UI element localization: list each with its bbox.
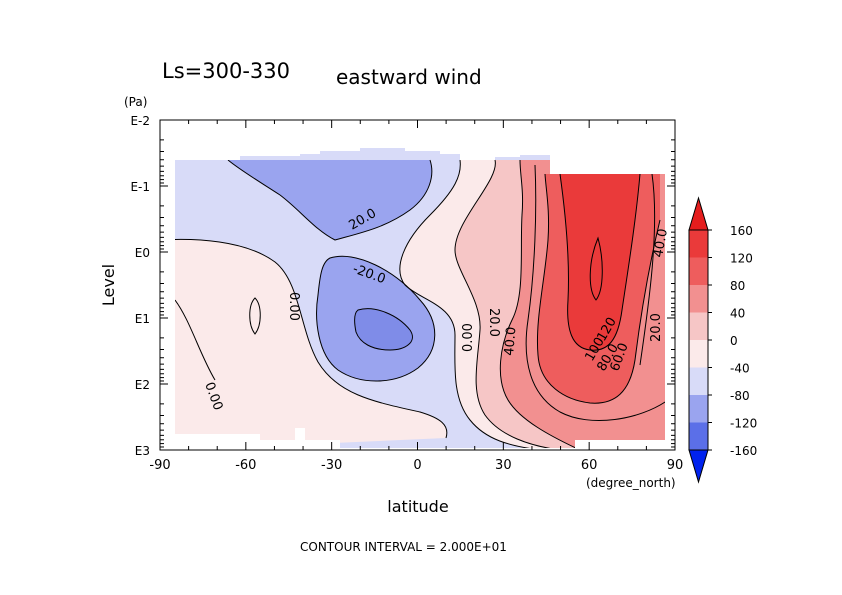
fill-positive-south — [175, 239, 447, 448]
y-tick-label: E0 — [135, 246, 150, 260]
contour-line — [316, 255, 436, 382]
contour-line — [399, 159, 541, 448]
colorbar-segment — [689, 312, 708, 340]
contour-line — [454, 159, 561, 448]
colorbar-segment — [689, 230, 708, 258]
contour-line — [175, 299, 216, 381]
axis-ticks — [159, 119, 676, 451]
colorbar-tick-label: 40 — [730, 307, 745, 321]
colorbar: 160 120 80 40 0 -40 -80 -120 -160 — [688, 196, 757, 484]
fill-neg-upper — [228, 160, 432, 240]
colorbar-tick-label: -40 — [730, 362, 750, 376]
contour-line — [249, 297, 261, 335]
contour-label: 20.0 — [649, 313, 664, 342]
x-unit-label: (degree_north) — [586, 476, 676, 490]
colorbar-bottom-arrow — [688, 449, 709, 484]
contour-label: 20.0 — [486, 308, 501, 337]
shaded-field — [175, 148, 665, 448]
x-tick-label: -30 — [321, 458, 342, 473]
colorbar-segment — [689, 340, 708, 368]
y-tick-label: E3 — [135, 444, 150, 458]
x-tick-label: 30 — [495, 458, 512, 473]
y-axis-label: Level — [99, 264, 118, 306]
contour-line — [589, 236, 603, 301]
contour-label: 0.00 — [461, 323, 476, 352]
x-tick-label: -60 — [235, 458, 256, 473]
colorbar-tick-label: -120 — [730, 417, 757, 431]
y-tick-label: E-2 — [130, 114, 150, 128]
x-tick-label: 60 — [581, 458, 598, 473]
colorbar-segment — [689, 395, 708, 423]
colorbar-tick-label: 120 — [730, 252, 753, 266]
contour-label: 40.0 — [502, 326, 519, 356]
contour-label: 40.0 — [651, 228, 671, 259]
colorbar-segment — [689, 367, 708, 395]
contour-line — [536, 173, 661, 404]
y-unit-label: (Pa) — [124, 95, 147, 109]
x-tick-label: 90 — [667, 458, 684, 473]
title-variable: eastward wind — [336, 65, 482, 89]
contour-line — [559, 173, 641, 351]
contour-line — [227, 159, 433, 241]
colorbar-segment — [689, 257, 708, 285]
title-period: Ls=300-330 — [162, 59, 290, 83]
colorbar-tick-label: 160 — [730, 224, 753, 238]
colorbar-tick-label: -80 — [730, 389, 750, 403]
contour-line — [525, 164, 665, 422]
contour-line — [175, 238, 448, 439]
contour-lines — [175, 159, 665, 448]
contour-label: 0.00 — [286, 292, 301, 321]
y-tick-label: E1 — [135, 312, 150, 326]
x-tick-label: -90 — [149, 458, 170, 473]
colorbar-top-arrow — [688, 196, 709, 231]
colorbar-tick-label: -160 — [730, 444, 757, 458]
x-axis-label: latitude — [387, 497, 448, 516]
colorbar-tick-label: 0 — [730, 334, 738, 348]
colorbar-segment — [689, 285, 708, 313]
contour-line — [354, 308, 413, 351]
fill-pos-bubble — [249, 298, 261, 334]
colorbar-tick-label: 80 — [730, 279, 745, 293]
x-tick-label: 0 — [413, 458, 421, 473]
x-tick-labels: -90 -60 -30 0 30 60 90 — [149, 458, 683, 473]
colorbar-segment — [689, 422, 708, 450]
contour-line — [499, 159, 581, 448]
contour-line — [639, 173, 656, 366]
y-tick-label: E2 — [135, 378, 150, 392]
y-tick-labels: E-2 E-1 E0 E1 E2 E3 — [130, 114, 150, 458]
contour-interval-note: CONTOUR INTERVAL = 2.000E+01 — [300, 540, 507, 554]
y-tick-label: E-1 — [130, 180, 150, 194]
fill-pos-120-160 — [560, 174, 640, 351]
